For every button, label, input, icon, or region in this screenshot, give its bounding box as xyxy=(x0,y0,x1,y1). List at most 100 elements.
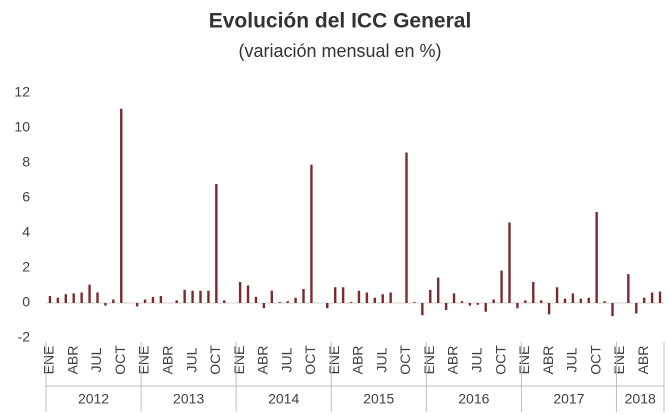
x-tick-label: ENE xyxy=(611,346,627,375)
bar xyxy=(460,301,464,303)
x-tick-label: ABR xyxy=(160,346,176,375)
bar xyxy=(56,297,60,303)
bar xyxy=(405,152,408,303)
bar xyxy=(223,300,226,303)
bar xyxy=(627,274,630,303)
x-tick-label: JUL xyxy=(183,347,199,372)
bar xyxy=(658,291,662,303)
bar xyxy=(159,296,163,303)
x-tick-label: JUL xyxy=(469,347,485,372)
bar xyxy=(96,292,99,303)
x-tick-label: JUL xyxy=(88,347,104,372)
group-label: 2017 xyxy=(553,391,584,407)
y-tick-label: 10 xyxy=(14,119,30,135)
x-tick-label: OCT xyxy=(112,345,128,375)
bar xyxy=(254,296,258,303)
bar xyxy=(64,294,68,303)
y-tick-label: 12 xyxy=(14,84,30,100)
bar xyxy=(357,290,361,303)
bar xyxy=(500,270,503,303)
bar xyxy=(468,303,472,306)
bar xyxy=(539,300,543,303)
bar xyxy=(642,297,646,303)
x-tick-label: ABR xyxy=(445,346,461,375)
x-tick-label: ENE xyxy=(516,346,532,375)
x-tick-label: ABR xyxy=(540,346,556,375)
group-label: 2012 xyxy=(78,391,109,407)
bar xyxy=(80,292,83,303)
bar xyxy=(262,303,266,309)
x-tick-label: ENE xyxy=(421,346,437,375)
bar xyxy=(349,302,353,303)
bar xyxy=(373,297,377,303)
x-tick-label: JUL xyxy=(278,347,294,372)
x-tick-label: ENE xyxy=(326,346,342,375)
bar xyxy=(333,287,337,303)
bar xyxy=(547,303,551,315)
bar xyxy=(302,289,305,303)
bar xyxy=(587,297,590,303)
bar xyxy=(421,303,424,316)
group-label: 2015 xyxy=(363,391,394,407)
bar xyxy=(326,303,329,309)
bar xyxy=(143,299,147,303)
bar xyxy=(215,184,218,303)
bar xyxy=(104,303,107,306)
bar xyxy=(270,290,274,303)
bar xyxy=(310,164,313,303)
x-tick-label: ABR xyxy=(255,346,271,375)
x-tick-label: ENE xyxy=(41,346,57,375)
bar xyxy=(635,303,638,314)
bar xyxy=(516,303,519,309)
x-tick-label: OCT xyxy=(492,345,508,375)
x-tick-label: OCT xyxy=(587,345,603,375)
bar xyxy=(492,299,495,303)
bar xyxy=(508,222,511,303)
x-tick-label: OCT xyxy=(302,345,318,375)
chart-subtitle: (variación mensual en %) xyxy=(238,41,441,61)
bar xyxy=(452,293,456,303)
y-tick-label: 0 xyxy=(22,294,30,310)
bar xyxy=(579,298,583,303)
bar xyxy=(413,302,416,303)
bar xyxy=(151,296,155,303)
bar xyxy=(429,289,432,303)
bar xyxy=(595,212,598,303)
group-label: 2014 xyxy=(268,391,299,407)
bar xyxy=(112,299,115,303)
bar xyxy=(563,298,567,303)
bar xyxy=(72,293,75,303)
bar xyxy=(294,297,297,303)
bar xyxy=(207,290,210,303)
bar xyxy=(603,301,606,303)
y-tick-label: 6 xyxy=(22,189,30,205)
bar xyxy=(88,284,91,303)
x-tick-label: ABR xyxy=(350,346,366,375)
bar xyxy=(444,303,448,310)
x-tick-label: JUL xyxy=(564,347,580,372)
x-tick-label: ENE xyxy=(231,346,247,375)
bar xyxy=(389,292,392,303)
bar xyxy=(286,301,289,303)
x-tick-label: ABR xyxy=(635,346,651,375)
bar xyxy=(611,303,614,317)
bar xyxy=(199,290,202,303)
group-label: 2018 xyxy=(625,391,656,407)
y-tick-label: -2 xyxy=(18,329,31,345)
x-tick-label: OCT xyxy=(207,345,223,375)
bar xyxy=(484,303,487,312)
y-tick-label: 8 xyxy=(22,154,30,170)
bar xyxy=(571,293,575,303)
bar xyxy=(436,277,440,303)
bar xyxy=(365,292,369,303)
bar xyxy=(524,300,527,303)
bar xyxy=(381,294,384,303)
x-tick-label: OCT xyxy=(397,345,413,375)
bar xyxy=(120,108,123,303)
bar xyxy=(238,282,242,303)
bar xyxy=(555,287,559,303)
x-tick-label: JUL xyxy=(373,347,389,372)
bar xyxy=(278,302,281,303)
bar xyxy=(48,296,52,303)
